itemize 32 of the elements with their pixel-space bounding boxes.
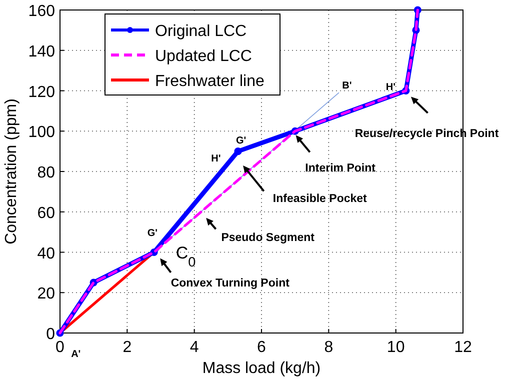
annotation: B' xyxy=(342,80,352,92)
text: A' xyxy=(71,349,81,360)
x-tick-label: 6 xyxy=(257,339,266,356)
annotation: H' xyxy=(211,153,221,164)
annotation: Infeasible Pocket xyxy=(272,192,368,205)
y-tick-label: 80 xyxy=(37,164,56,182)
x-tick-label: 2 xyxy=(122,339,132,356)
y-tick-label: 0 xyxy=(46,326,56,343)
y-axis-title: Concentration (ppm) xyxy=(3,98,20,244)
y-tick-label: 160 xyxy=(28,3,56,20)
annotation: C$_{0}$ xyxy=(176,243,196,269)
annotation: G' xyxy=(147,228,158,240)
annotation: Convex Turning Point xyxy=(170,278,290,290)
y-tick-label: 120 xyxy=(28,84,56,101)
x-tick-label: 10 xyxy=(386,339,405,356)
legend-label: Updated LCC xyxy=(155,48,252,65)
annotation: H' xyxy=(386,82,396,93)
x-axis-title: Mass load (kg/h) xyxy=(202,360,321,377)
y-tick-label: 100 xyxy=(28,124,56,142)
point xyxy=(234,148,242,156)
x-tick-label: 12 xyxy=(454,339,472,356)
annotation: Pseudo Segment xyxy=(221,232,315,244)
y-tick-label: 60 xyxy=(37,204,56,222)
y-tick-label: 20 xyxy=(37,286,56,303)
legend-label: Freshwater line xyxy=(155,73,264,90)
x-tick-label: 8 xyxy=(324,339,334,356)
y-tick-label: 140 xyxy=(28,43,56,60)
x-tick-label: 4 xyxy=(190,339,199,356)
annotation: G' xyxy=(236,135,246,146)
legend-label: Original LCC xyxy=(155,23,247,40)
annotation: Interim Point xyxy=(305,162,376,174)
y-tick-label: 40 xyxy=(37,245,56,262)
